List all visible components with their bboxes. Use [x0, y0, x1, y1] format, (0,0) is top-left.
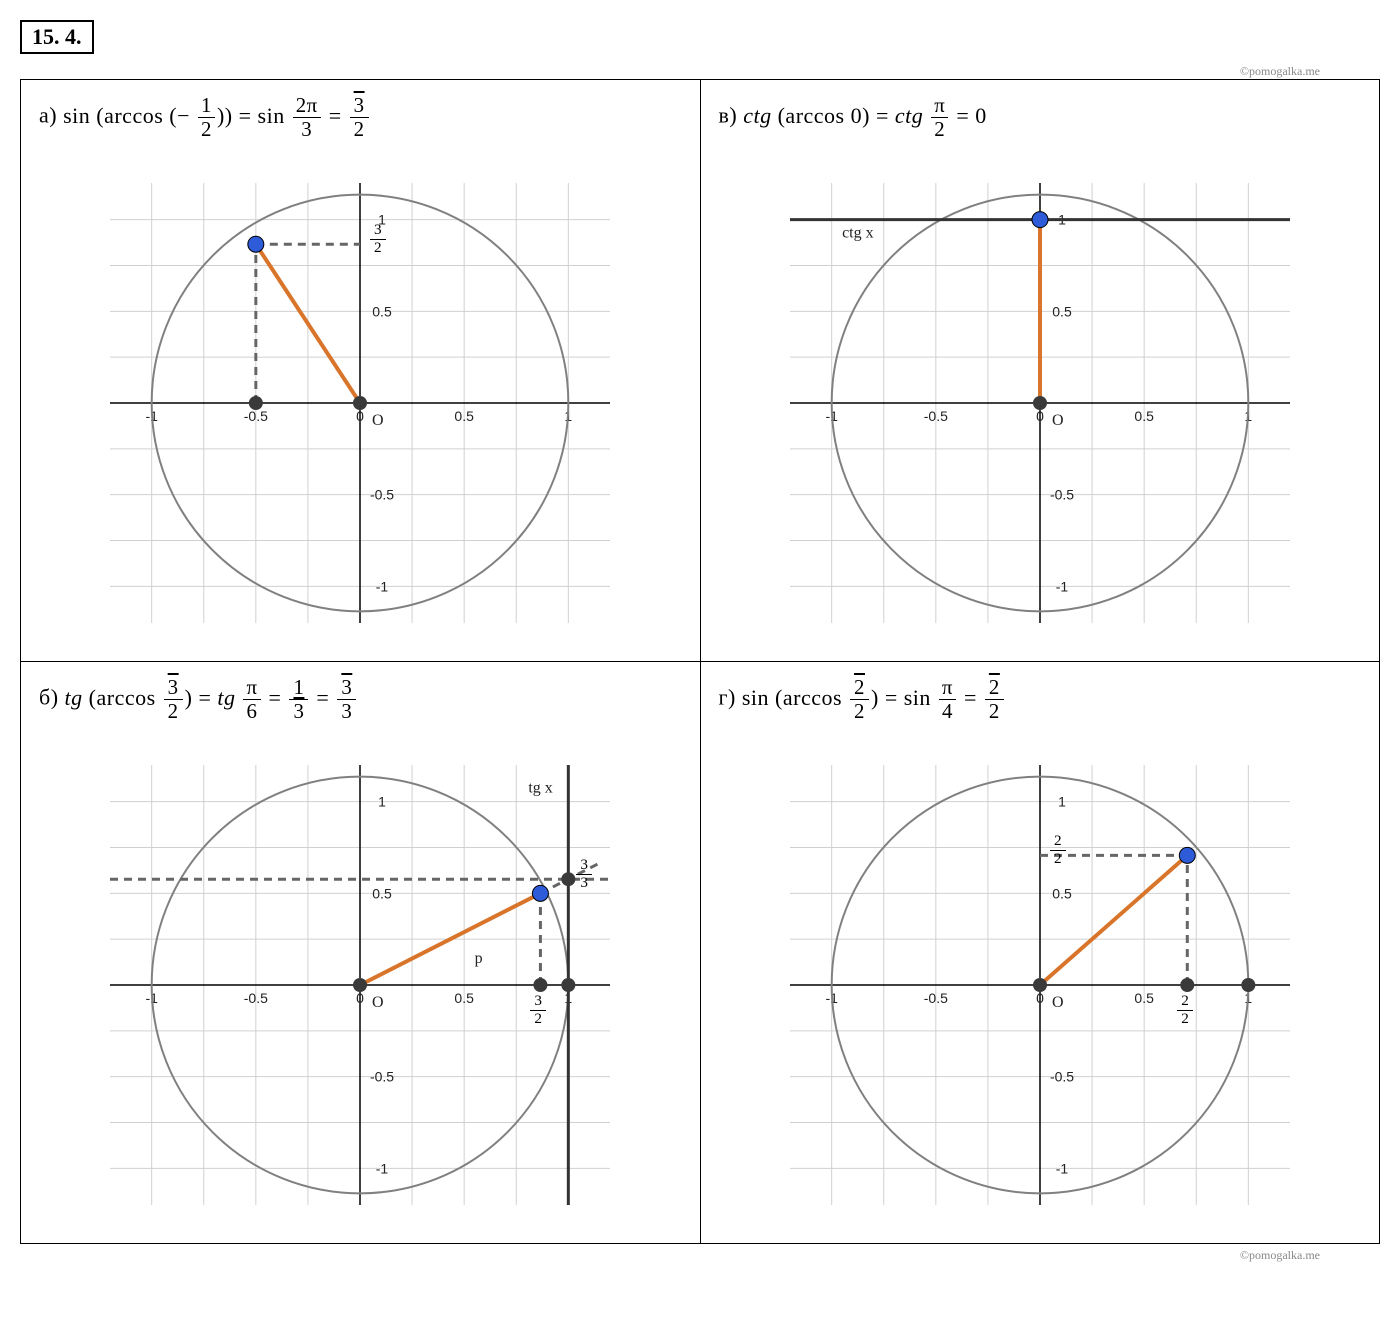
- chart-grid: а) sin (arccos (− 12)) = sin 2π3 = 32 -1…: [20, 79, 1380, 1244]
- chart-v-wrap: -1-0.500.51-1-0.50.51ctg xO: [709, 153, 1372, 653]
- svg-text:1: 1: [378, 794, 386, 810]
- formula-a: а) sin (arccos (− 12)) = sin 2π3 = 32: [29, 88, 692, 153]
- svg-text:-0.5: -0.5: [370, 487, 394, 503]
- svg-text:0.5: 0.5: [1134, 408, 1154, 424]
- svg-text:-1: -1: [1056, 1160, 1069, 1176]
- svg-text:tg x: tg x: [529, 779, 553, 796]
- panel-b: б) tg (arccos 32) = tg π6 = 13 = 33 -1 -0…: [21, 661, 701, 1243]
- chart-g-wrap: -1-0.500.51-1-0.50.51O2222: [709, 735, 1372, 1235]
- watermark-top: ©pomogalka.me: [20, 64, 1380, 79]
- unit-circle-chart: -1-0.500.51-1-0.50.51tg xOp3233: [80, 735, 640, 1235]
- svg-text:O: O: [1052, 994, 1064, 1011]
- formula-g: г) sin (arccos 22) = sin π4 = 22: [709, 670, 1372, 735]
- svg-text:0: 0: [356, 408, 364, 424]
- svg-text:-1: -1: [1056, 578, 1069, 594]
- svg-text:O: O: [372, 994, 384, 1011]
- svg-text:0.5: 0.5: [455, 990, 475, 1006]
- chart-b-wrap: -1-0.500.51-1-0.50.51tg xOp3233: [29, 735, 692, 1235]
- svg-text:0.5: 0.5: [455, 408, 475, 424]
- svg-text:ctg x: ctg x: [842, 225, 874, 242]
- svg-text:0.5: 0.5: [373, 885, 393, 901]
- svg-text:0: 0: [1036, 990, 1044, 1006]
- unit-circle-chart: -1-0.500.51-1-0.50.51O32: [80, 153, 640, 653]
- svg-text:-0.5: -0.5: [924, 990, 948, 1006]
- formula-b: б) tg (arccos 32) = tg π6 = 13 = 33: [29, 670, 692, 735]
- chart-a-wrap: -1-0.500.51-1-0.50.51O32: [29, 153, 692, 653]
- svg-text:0: 0: [356, 990, 364, 1006]
- panel-g: г) sin (arccos 22) = sin π4 = 22 -1 -0.5 0…: [700, 661, 1380, 1243]
- svg-text:-0.5: -0.5: [1050, 487, 1074, 503]
- svg-text:O: O: [372, 412, 384, 429]
- svg-text:0.5: 0.5: [1052, 303, 1072, 319]
- svg-text:-1: -1: [376, 578, 389, 594]
- svg-text:-0.5: -0.5: [1050, 1069, 1074, 1085]
- svg-text:p: p: [475, 950, 483, 967]
- panel-v: в) ctg (arccos 0) = ctg π2 = 0 -1 -0.5 0 0.…: [700, 80, 1380, 662]
- watermark-bottom: ©pomogalka.me: [20, 1244, 1380, 1263]
- svg-text:0: 0: [1036, 408, 1044, 424]
- svg-text:-0.5: -0.5: [924, 408, 948, 424]
- exercise-number: 15. 4.: [20, 20, 94, 54]
- svg-text:0.5: 0.5: [373, 303, 393, 319]
- svg-text:0.5: 0.5: [1134, 990, 1154, 1006]
- panel-a: а) sin (arccos (− 12)) = sin 2π3 = 32 -1…: [21, 80, 701, 662]
- formula-v: в) ctg (arccos 0) = ctg π2 = 0: [709, 88, 1372, 153]
- svg-text:0.5: 0.5: [1052, 885, 1072, 901]
- unit-circle-chart: -1-0.500.51-1-0.50.51ctg xO: [760, 153, 1320, 653]
- svg-text:1: 1: [1058, 794, 1066, 810]
- svg-text:-0.5: -0.5: [370, 1069, 394, 1085]
- svg-text:O: O: [1052, 412, 1064, 429]
- svg-text:-1: -1: [376, 1160, 389, 1176]
- svg-text:-0.5: -0.5: [244, 408, 268, 424]
- unit-circle-chart: -1-0.500.51-1-0.50.51O2222: [760, 735, 1320, 1235]
- svg-text:-0.5: -0.5: [244, 990, 268, 1006]
